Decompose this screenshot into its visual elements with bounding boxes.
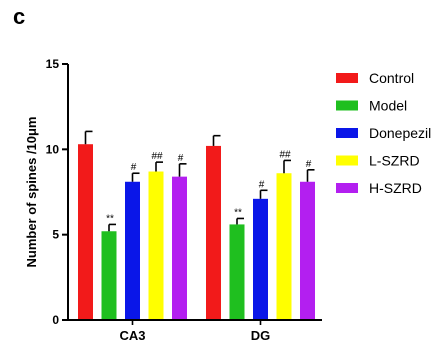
significance-label: # [178,153,184,164]
bar-control-dg [206,145,221,320]
significance-label: ** [106,213,114,224]
bar-h-szrd-ca3 [172,176,187,320]
panel-label: c [13,4,26,29]
legend-label-control: Control [369,70,414,86]
significance-label: ## [151,151,163,162]
significance-label: ## [279,149,291,160]
y-tick-label: 10 [46,142,60,156]
bar-donepezil-dg [253,198,268,320]
bar-h-szrd-dg [300,181,315,320]
legend-swatch-l-szrd [336,155,358,166]
bar-control-ca3 [78,144,93,320]
x-tick-label: DG [251,328,271,343]
y-tick-label: 15 [46,57,60,71]
axis-layer: CA3 DG 0 5 10 15 [46,57,322,343]
bar-model-dg [229,224,245,320]
bar-l-szrd-ca3 [148,171,164,320]
significance-label: # [306,159,312,170]
bars-layer: **### #**#### [78,130,315,320]
y-axis-label: Number of spines /10μm [24,117,39,268]
y-tick-label: 0 [52,313,59,327]
significance-label: # [131,162,137,173]
legend-swatch-h-szrd [336,183,358,193]
legend-label-h-szrd: H-SZRD [369,180,422,196]
legend-swatch-model [336,100,358,111]
legend-label-model: Model [369,98,407,114]
legend: Control Model Donepezil L-SZRD H-SZRD [336,70,431,196]
legend-swatch-control [336,73,358,83]
legend-label-l-szrd: L-SZRD [369,153,420,169]
bar-l-szrd-dg [276,173,292,320]
legend-swatch-donepezil [336,128,358,138]
significance-label: ** [234,207,242,218]
y-tick-label: 5 [52,228,59,242]
bar-donepezil-ca3 [125,181,140,320]
significance-label: # [259,179,265,190]
x-tick-label: CA3 [119,328,145,343]
legend-label-donepezil: Donepezil [369,125,431,141]
bar-model-ca3 [101,231,117,320]
